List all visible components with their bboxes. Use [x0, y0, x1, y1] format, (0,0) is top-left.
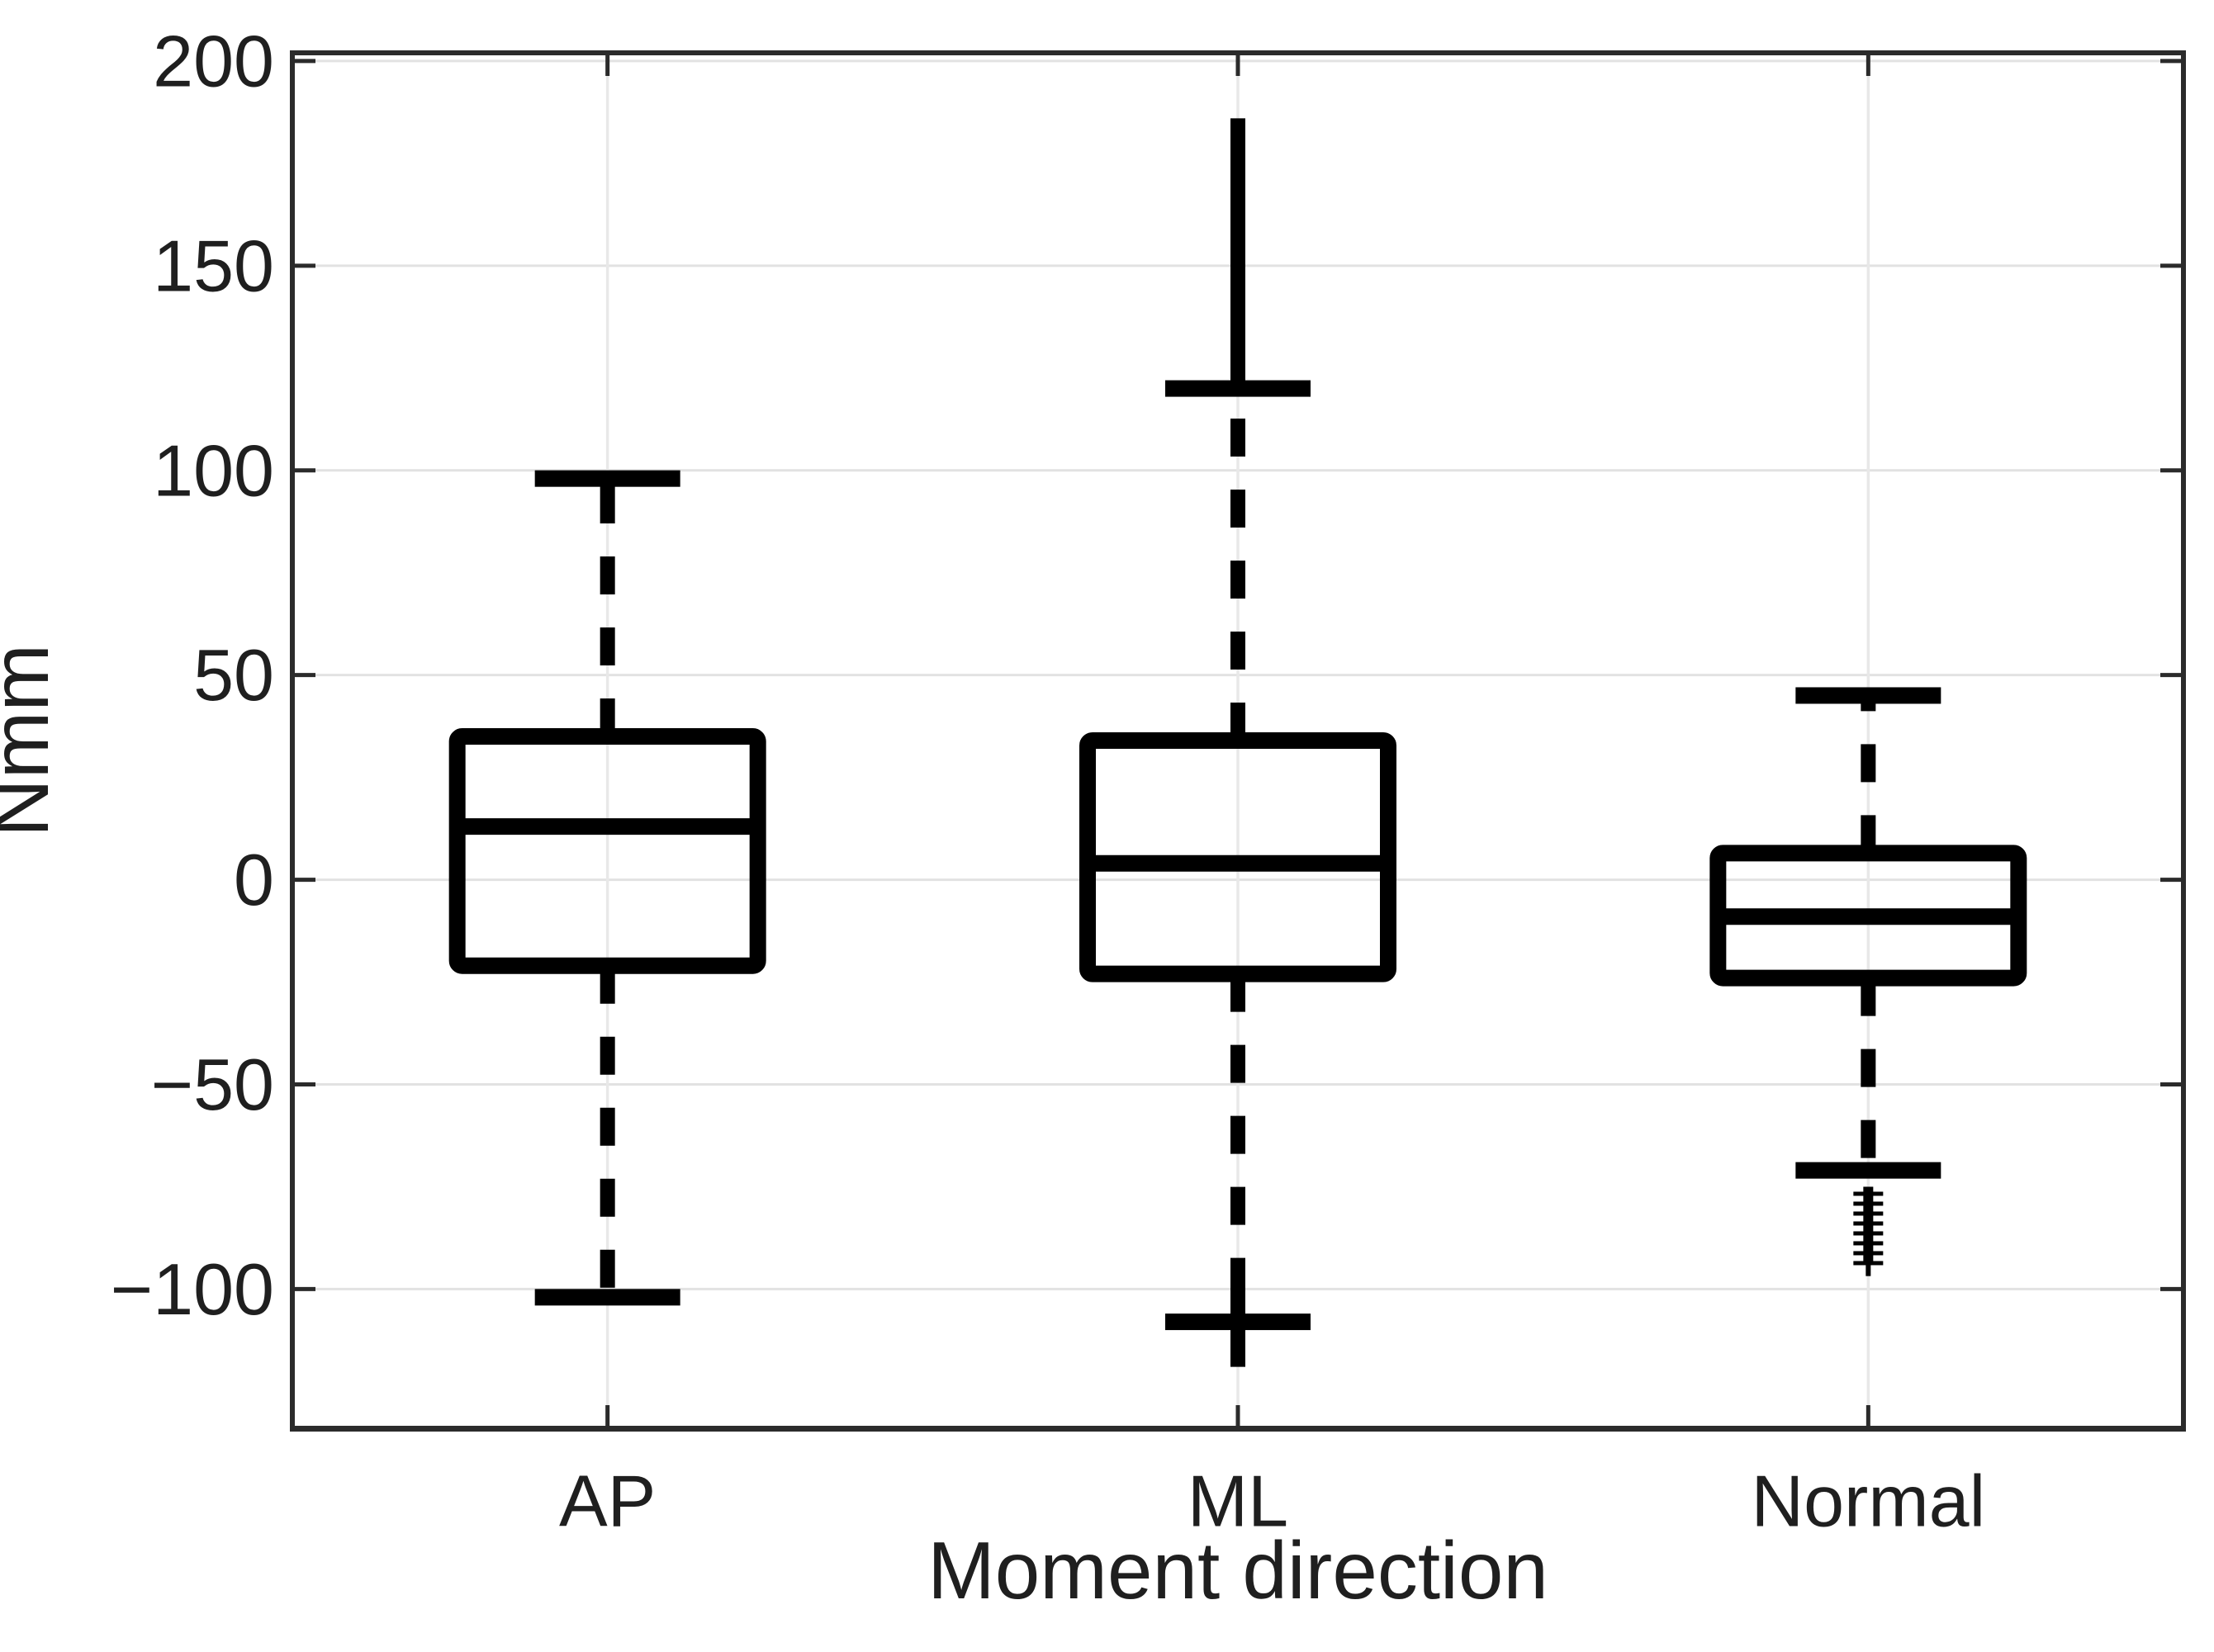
cap-lower-Normal [1795, 1162, 1941, 1179]
outlier-plus-stroke [1853, 1231, 1884, 1236]
y-tick-label: 0 [234, 839, 274, 921]
right-spine [2181, 50, 2186, 1431]
cap-lower-ML [1165, 1314, 1311, 1331]
y-tick-label: −100 [111, 1248, 274, 1330]
top-spine [290, 50, 2186, 55]
cap-upper-AP [534, 470, 680, 487]
outlier-plus-stroke [1853, 1261, 1884, 1266]
cap-lower-AP [534, 1289, 680, 1306]
cap-upper-ML [1165, 380, 1311, 397]
box-AP [448, 728, 766, 974]
outlier-plus-stroke [1853, 1221, 1884, 1226]
y-tick-label: 200 [153, 20, 274, 102]
x-tick-label: AP [559, 1460, 656, 1542]
y-tick-label: 100 [153, 429, 274, 511]
left-spine [290, 50, 295, 1431]
y-tick-label: 50 [193, 634, 274, 716]
x-tick-label: ML [1188, 1460, 1288, 1542]
outlier-plus-stroke [1853, 1191, 1884, 1196]
plot-area: 200 150 100 50 0 −50 −100 AP ML Normal [111, 20, 2186, 1542]
bottom-spine [290, 1426, 2186, 1432]
cap-upper-Normal [1795, 687, 1941, 704]
x-axis-label: Moment direction [927, 1525, 1548, 1616]
outlier-plus-stroke [1853, 1251, 1884, 1256]
x-tick-label: Normal [1752, 1460, 1986, 1542]
y-axis-label: Nmm [0, 644, 65, 837]
outlier-column-high-ML [1230, 118, 1245, 386]
outlier-plus-stroke [1853, 1241, 1884, 1246]
y-tick-label: −50 [151, 1044, 274, 1125]
outlier-plus-stroke [1853, 1211, 1884, 1216]
outlier-plus-stroke [1853, 1201, 1884, 1206]
outlier-tip [1866, 1264, 1871, 1276]
y-tick-label: 150 [153, 225, 274, 306]
